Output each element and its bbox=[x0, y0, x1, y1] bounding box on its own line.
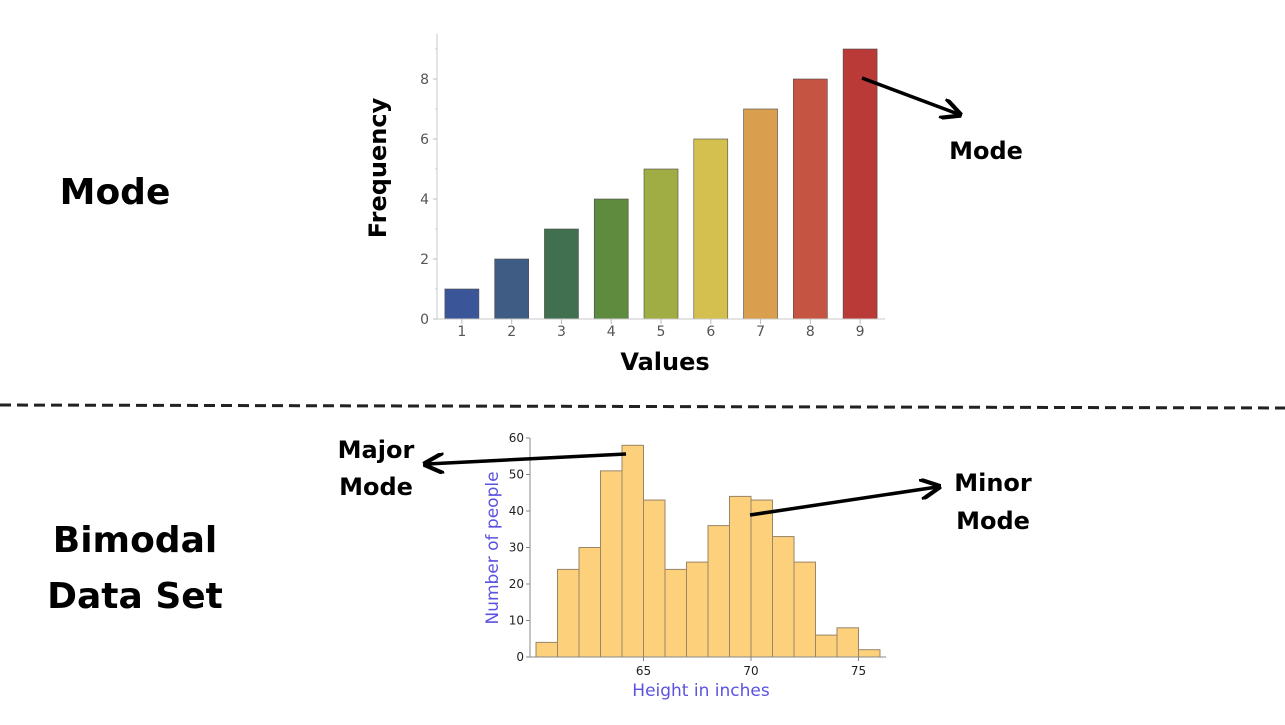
chart2-y-tick-label: 0 bbox=[516, 650, 524, 664]
chart2-bin-60.5 bbox=[535, 641, 558, 658]
bimodal-histogram: 0 10 20 30 40 50 60 65 70 75 Height in inches Nu… bbox=[338, 431, 1032, 701]
chart2-y-axis-title: Number of people bbox=[483, 471, 503, 624]
mode-annotation: Mode bbox=[949, 137, 1023, 165]
chart1-x-tick-label: 7 bbox=[756, 324, 765, 340]
chart2-bin-64.5 bbox=[621, 444, 644, 658]
chart2-x-tick-label: 70 bbox=[743, 664, 758, 678]
chart2-bin-73.5 bbox=[815, 634, 838, 658]
mode-heading: Mode bbox=[59, 172, 171, 213]
minor-mode-annotation-line2: Mode bbox=[956, 507, 1030, 535]
chart1-x-tick-label: 9 bbox=[856, 324, 865, 340]
chart1-x-tick-label: 1 bbox=[457, 324, 466, 340]
bimodal-heading-line2: Data Set bbox=[47, 576, 223, 617]
chart1-bar-7 bbox=[743, 108, 778, 320]
chart2-bin-75.5 bbox=[858, 649, 881, 658]
chart1-x-tick-label: 4 bbox=[607, 324, 616, 340]
major-mode-annotation-line1: Major bbox=[338, 436, 415, 464]
bimodal-heading-line1: Bimodal bbox=[52, 520, 218, 561]
chart2-bin-69.5 bbox=[729, 495, 752, 658]
chart1-x-tick-label: 5 bbox=[657, 324, 666, 340]
chart2-bin-74.5 bbox=[836, 627, 859, 658]
chart1-bar-8 bbox=[793, 78, 828, 320]
chart2-bin-71.5 bbox=[772, 536, 795, 658]
minor-mode-annotation-line1: Minor bbox=[954, 469, 1032, 497]
chart1-y-axis-ticks: 0 2 4 6 8 bbox=[420, 48, 437, 328]
chart1-bar-4 bbox=[593, 198, 629, 320]
major-mode-annotation-line2: Mode bbox=[339, 473, 413, 501]
chart1-x-axis-ticks: 1 2 3 4 5 6 7 8 9 bbox=[457, 319, 865, 340]
chart1-y-tick-label: 0 bbox=[420, 312, 429, 328]
major-mode-arrow bbox=[427, 452, 627, 464]
chart1-x-tick-label: 8 bbox=[806, 324, 815, 340]
chart1-y-tick-label: 6 bbox=[420, 132, 429, 148]
chart2-x-tick-label: 65 bbox=[636, 664, 651, 678]
chart2-bin-61.5 bbox=[557, 568, 580, 658]
chart1-bars bbox=[444, 48, 878, 320]
chart1-bar-2 bbox=[494, 258, 529, 320]
chart1-x-tick-label: 3 bbox=[557, 324, 566, 340]
chart2-bin-68.5 bbox=[707, 525, 730, 658]
chart2-y-tick-label: 30 bbox=[509, 541, 524, 555]
chart2-bin-67.5 bbox=[686, 561, 709, 658]
chart2-x-axis-ticks: 65 70 75 bbox=[636, 657, 866, 678]
chart1-y-tick-label: 2 bbox=[420, 252, 429, 268]
chart1-bar-1 bbox=[444, 288, 480, 320]
chart1-bar-5 bbox=[643, 168, 679, 320]
frequency-bar-chart: 0 2 4 6 8 1 2 3 4 5 6 7 8 9 Values Frequency Mode bbox=[364, 34, 1023, 376]
chart2-y-tick-label: 20 bbox=[509, 577, 524, 591]
chart2-x-tick-label: 75 bbox=[851, 664, 866, 678]
chart2-bin-72.5 bbox=[793, 561, 816, 658]
chart2-bin-66.5 bbox=[664, 568, 687, 658]
chart2-y-tick-label: 10 bbox=[509, 614, 524, 628]
chart1-y-axis-title: Frequency bbox=[364, 97, 392, 238]
chart2-bin-62.5 bbox=[578, 547, 601, 658]
chart1-y-tick-label: 4 bbox=[420, 192, 429, 208]
section-divider bbox=[0, 403, 1285, 410]
chart1-y-tick-label: 8 bbox=[420, 72, 429, 88]
chart1-x-axis-title: Values bbox=[620, 348, 709, 376]
chart2-x-axis-title: Height in inches bbox=[632, 681, 770, 701]
chart1-bar-9 bbox=[842, 48, 878, 320]
chart1-bar-6 bbox=[693, 138, 729, 320]
chart2-y-tick-label: 40 bbox=[509, 504, 524, 518]
chart2-bin-63.5 bbox=[600, 470, 623, 658]
minor-mode-arrow bbox=[749, 487, 937, 517]
chart2-y-tick-label: 60 bbox=[509, 431, 524, 445]
chart1-bar-3 bbox=[544, 228, 579, 320]
chart2-y-axis-ticks: 0 10 20 30 40 50 60 bbox=[509, 431, 530, 664]
chart2-bars bbox=[535, 444, 881, 658]
chart2-y-tick-label: 50 bbox=[509, 468, 524, 482]
chart2-bin-65.5 bbox=[643, 499, 666, 658]
chart1-x-tick-label: 6 bbox=[706, 324, 715, 340]
chart2-bin-70.5 bbox=[750, 499, 773, 658]
mode-arrow bbox=[861, 76, 958, 114]
chart1-x-tick-label: 2 bbox=[507, 324, 516, 340]
